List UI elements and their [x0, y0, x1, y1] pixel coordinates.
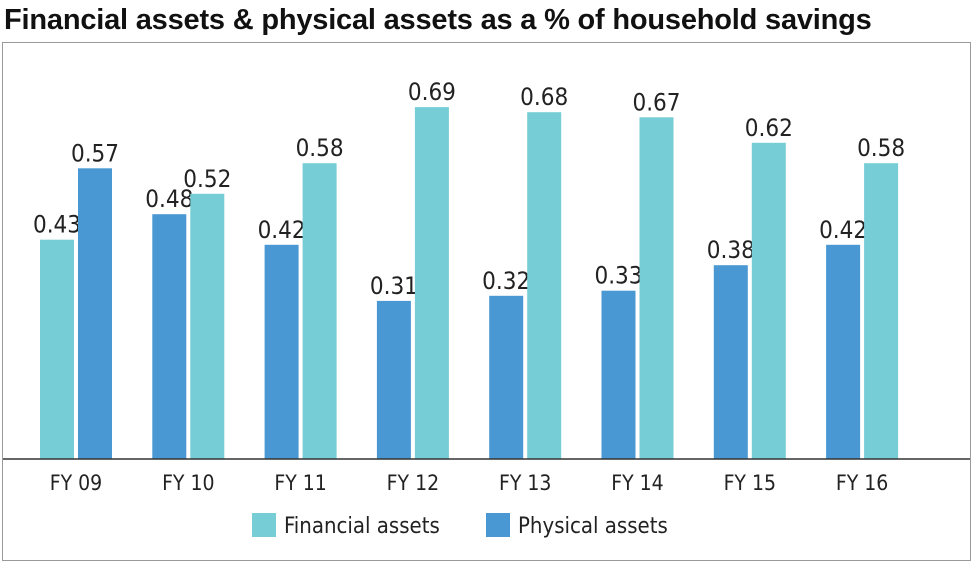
data-label-financial-assets-fy-13: 0.68 — [520, 83, 568, 111]
x-tick-label-fy-14: FY 14 — [611, 471, 663, 495]
data-label-physical-assets-fy-10: 0.48 — [145, 185, 193, 213]
data-label-physical-assets-fy-15: 0.38 — [707, 236, 755, 264]
bar-physical-assets-fy-09 — [78, 168, 112, 460]
bar-physical-assets-fy-14 — [601, 290, 636, 459]
bar-financial-assets-fy-10 — [190, 193, 225, 460]
bar-financial-assets-fy-14 — [639, 117, 674, 460]
legend-label-physical-assets: Physical assets — [518, 514, 668, 539]
x-tick-label-fy-10: FY 10 — [162, 471, 214, 495]
x-tick-label-fy-15: FY 15 — [724, 471, 776, 495]
data-label-physical-assets-fy-12: 0.31 — [370, 272, 418, 300]
x-tick-label-fy-12: FY 12 — [387, 471, 439, 495]
x-tick-label-fy-16: FY 16 — [836, 471, 888, 495]
x-tick-label-fy-11: FY 11 — [274, 471, 326, 495]
bar-physical-assets-fy-11 — [264, 244, 299, 459]
x-tick-label-fy-13: FY 13 — [499, 471, 551, 495]
legend-label-financial-assets: Financial assets — [284, 514, 440, 539]
data-label-financial-assets-fy-15: 0.62 — [745, 114, 793, 142]
plot-frame — [2, 42, 971, 561]
bar-physical-assets-fy-15 — [713, 265, 748, 459]
data-label-financial-assets-fy-16: 0.58 — [857, 134, 905, 162]
data-label-physical-assets-fy-13: 0.32 — [482, 267, 530, 295]
bar-financial-assets-fy-12 — [414, 107, 449, 459]
legend-swatch-physical-assets — [486, 513, 510, 537]
bar-financial-assets-fy-09 — [40, 239, 74, 459]
data-label-physical-assets-fy-16: 0.42 — [819, 216, 867, 244]
bar-physical-assets-fy-12 — [376, 300, 411, 459]
data-label-financial-assets-fy-14: 0.67 — [632, 88, 680, 116]
bar-physical-assets-fy-10 — [152, 214, 187, 459]
chart-title: Financial assets & physical assets as a … — [4, 4, 872, 36]
data-label-physical-assets-fy-09: 0.57 — [71, 139, 119, 167]
data-label-financial-assets-fy-12: 0.69 — [408, 78, 456, 106]
data-label-financial-assets-fy-09: 0.43 — [33, 211, 81, 239]
bar-financial-assets-fy-16 — [864, 163, 899, 459]
bar-physical-assets-fy-13 — [489, 295, 524, 459]
data-label-physical-assets-fy-11: 0.42 — [258, 216, 306, 244]
bar-physical-assets-fy-16 — [826, 244, 861, 459]
legend-swatch-financial-assets — [252, 513, 276, 537]
data-label-physical-assets-fy-14: 0.33 — [594, 262, 642, 290]
x-tick-label-fy-09: FY 09 — [50, 471, 102, 495]
bar-financial-assets-fy-13 — [527, 112, 562, 459]
data-label-financial-assets-fy-11: 0.58 — [296, 134, 344, 162]
bar-financial-assets-fy-15 — [751, 142, 786, 460]
bar-financial-assets-fy-11 — [302, 163, 337, 459]
data-label-financial-assets-fy-10: 0.52 — [183, 165, 231, 193]
